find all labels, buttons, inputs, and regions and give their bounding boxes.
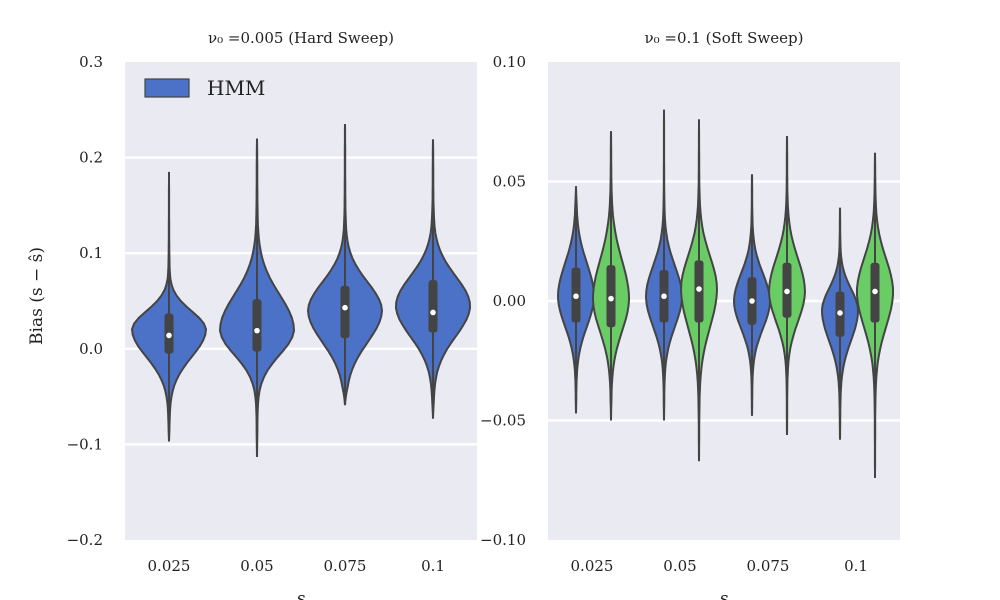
median-point <box>749 298 755 304</box>
x-tick-label: 0.075 <box>747 557 790 575</box>
median-point <box>784 288 790 295</box>
y-tick-label: 0.2 <box>79 149 103 167</box>
y-tick-label: 0.1 <box>79 244 103 262</box>
x-tick-label: 0.05 <box>663 557 696 575</box>
y-tick-label: 0.10 <box>493 53 526 71</box>
median-point <box>430 309 436 316</box>
y-tick-label: −0.05 <box>480 412 526 430</box>
y-tick-label: −0.10 <box>480 531 526 549</box>
median-point <box>342 304 348 311</box>
panel-title: ν₀ =0.1 (Soft Sweep) <box>645 29 804 47</box>
y-tick-label: 0.05 <box>493 173 526 191</box>
y-tick-label: −0.1 <box>67 435 103 453</box>
legend-label: HMM <box>207 76 265 100</box>
soft-sweep-panel: −0.10 −0.05 0.00 0.05 0.10 0.025 0.05 0.075 0.1 ν… <box>480 29 900 600</box>
x-axis-label: s <box>720 589 729 600</box>
median-point <box>696 286 702 292</box>
x-tick-label: 0.025 <box>571 557 614 575</box>
x-tick-label: 0.1 <box>844 557 868 575</box>
median-point <box>166 332 172 339</box>
panel-title: ν₀ =0.005 (Hard Sweep) <box>208 29 394 47</box>
median-point <box>661 293 667 300</box>
hard-sweep-panel: −0.2 −0.1 0.0 0.1 0.2 0.3 0.025 0.05 0.075 0.1 ν₀ … <box>27 29 477 600</box>
legend-swatch <box>144 78 190 98</box>
y-axis-label: Bias (s − ŝ) <box>27 247 47 345</box>
median-point <box>573 293 579 300</box>
iqr-box <box>252 299 262 352</box>
x-tick-label: 0.1 <box>421 557 445 575</box>
median-point <box>837 310 843 316</box>
x-tick-label: 0.025 <box>148 557 191 575</box>
x-tick-label: 0.075 <box>324 557 367 575</box>
y-tick-label: 0.3 <box>79 53 103 71</box>
median-point <box>254 327 260 334</box>
iqr-box <box>428 279 438 333</box>
x-axis-label: s <box>297 589 306 600</box>
median-point <box>872 288 878 295</box>
median-point <box>608 295 614 302</box>
y-tick-label: −0.2 <box>67 531 103 549</box>
y-tick-label: 0.00 <box>493 292 526 310</box>
y-tick-label: 0.0 <box>79 340 103 358</box>
x-tick-label: 0.05 <box>240 557 273 575</box>
iqr-box <box>340 285 350 339</box>
